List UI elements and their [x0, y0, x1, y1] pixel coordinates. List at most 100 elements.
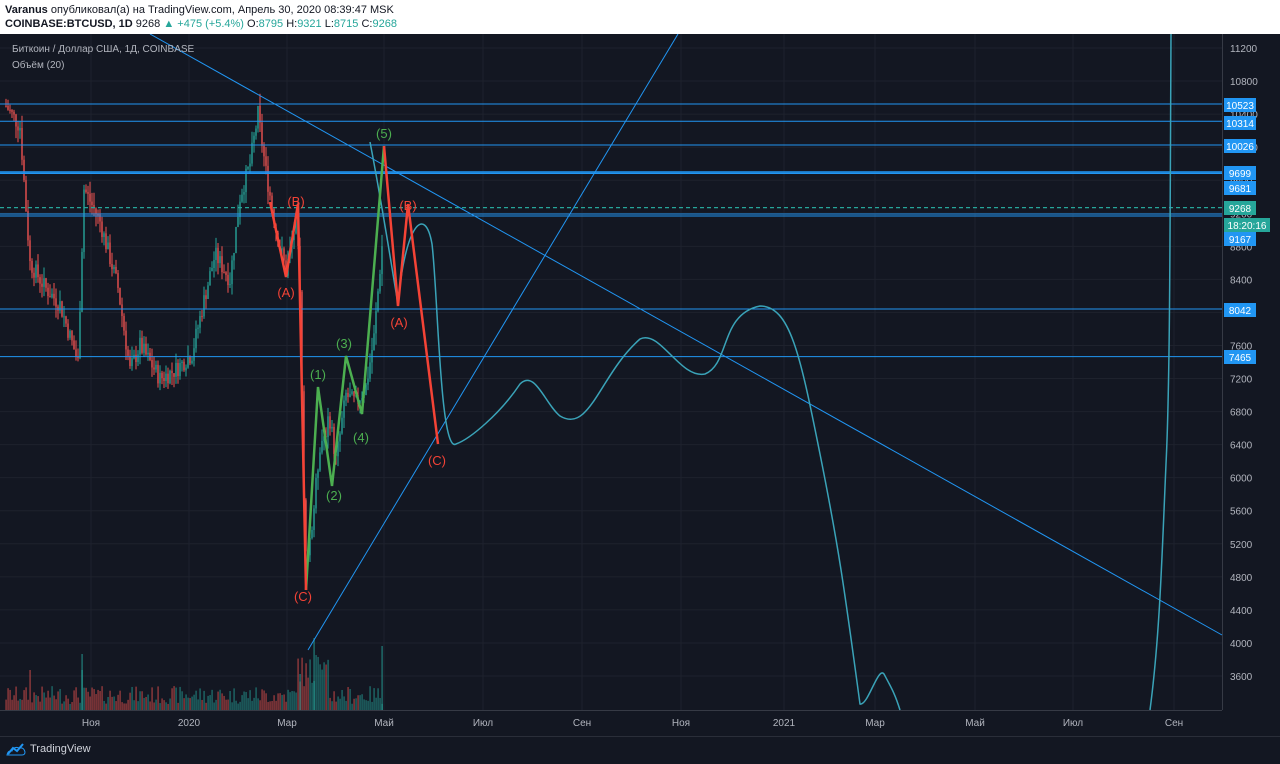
- price-level-tag-label: 9681: [1229, 184, 1252, 195]
- volume-bar: [177, 702, 179, 710]
- candle-body: [55, 298, 57, 307]
- volume-bar: [21, 699, 23, 710]
- volume-bar: [345, 700, 347, 710]
- candle-body: [249, 163, 251, 167]
- wave-label: (2): [326, 488, 342, 503]
- candle-body: [227, 274, 229, 286]
- candle-body: [231, 260, 233, 285]
- volume-bar: [85, 687, 87, 710]
- candle-body: [33, 272, 35, 278]
- volume-bar: [115, 701, 117, 710]
- volume-bar: [309, 659, 311, 710]
- candle-body: [345, 392, 347, 401]
- volume-bar: [341, 689, 343, 710]
- candle-body: [321, 440, 323, 453]
- candle-body: [41, 283, 43, 287]
- candle-body: [305, 500, 307, 552]
- volume-bar: [267, 701, 269, 710]
- volume-bar: [317, 656, 319, 710]
- wave-label: (C): [294, 589, 312, 604]
- y-tick-label: 8400: [1230, 275, 1253, 286]
- price-level-tag: [1224, 166, 1256, 180]
- y-tick-label: 11200: [1230, 44, 1258, 55]
- volume-bar: [251, 700, 253, 710]
- volume-bar: [313, 638, 315, 710]
- correction-wave-line: [382, 145, 440, 445]
- volume-bar: [189, 698, 191, 710]
- up-arrow-icon: ▲: [163, 18, 175, 30]
- volume-bar: [253, 697, 255, 710]
- brand-name: TradingView: [30, 743, 91, 755]
- countdown-label: 18:20:16: [1228, 221, 1267, 232]
- volume-bar: [355, 698, 357, 710]
- candle-body: [173, 373, 175, 377]
- candle-body: [63, 316, 65, 318]
- candle-body: [135, 354, 137, 363]
- chart-legend: Биткоин / Доллар США, 1Д, COINBASE Объём…: [12, 44, 194, 76]
- candle-body: [337, 441, 339, 457]
- candle-body: [153, 367, 155, 370]
- price-level-tag: [1224, 139, 1256, 153]
- volume-bar: [363, 699, 365, 710]
- volume-bar: [243, 691, 245, 710]
- volume-bar: [161, 698, 163, 710]
- volume-bar: [381, 646, 383, 710]
- candle-body: [83, 189, 85, 253]
- candle-body: [67, 323, 69, 338]
- volume-bar: [147, 694, 149, 710]
- volume-bar: [357, 695, 359, 710]
- volume-bar: [289, 692, 291, 710]
- x-tick-label: Июл: [473, 718, 493, 729]
- wave-label: (B): [399, 198, 416, 213]
- candle-body: [175, 362, 177, 377]
- candle-body: [381, 246, 383, 275]
- candle-body: [11, 110, 13, 112]
- candle-body: [71, 331, 73, 341]
- chart-area[interactable]: 3600 4000 4400 4800 5200 5600 6000 6400 6800 7200…: [0, 34, 1280, 736]
- candle-body: [69, 331, 71, 338]
- candle-body: [19, 127, 21, 131]
- volume-bar: [31, 702, 33, 710]
- volume-bar: [375, 697, 377, 710]
- volume-bar: [35, 695, 37, 710]
- candle-body: [73, 340, 75, 350]
- y-tick-label: 7600: [1230, 341, 1253, 352]
- volume-bar: [335, 701, 337, 710]
- volume-bar: [37, 696, 39, 710]
- chart-background: [0, 34, 1280, 736]
- volume-bar: [81, 654, 83, 710]
- volume-bar: [379, 698, 381, 710]
- chart-canvas[interactable]: 3600 4000 4400 4800 5200 5600 6000 6400 6800 7200…: [0, 34, 1280, 736]
- author-name[interactable]: Varanus: [5, 4, 48, 16]
- volume-bar: [49, 697, 51, 710]
- volume-bar: [201, 699, 203, 710]
- volume-bar: [301, 657, 303, 710]
- ascending-trendline: [307, 34, 679, 651]
- volume-bar: [293, 691, 295, 710]
- y-tick-label: 10400: [1230, 110, 1258, 121]
- volume-bar: [169, 698, 171, 710]
- volume-bar: [207, 695, 209, 710]
- candle-body: [211, 268, 213, 272]
- price-change: +475 (+5.4%): [177, 18, 244, 30]
- volume-bar: [89, 696, 91, 710]
- tradingview-logo[interactable]: TradingView: [6, 742, 91, 756]
- x-tick-label: Май: [374, 718, 394, 729]
- volume-bar: [41, 686, 43, 710]
- volume-bar: [179, 686, 181, 710]
- candle-body: [7, 106, 9, 110]
- volume-bar: [257, 698, 259, 710]
- price-level-tag: [1224, 181, 1256, 195]
- volume-bar: [323, 662, 325, 710]
- candle-body: [79, 311, 81, 359]
- volume-bar: [123, 703, 125, 710]
- high-value: 9321: [297, 18, 322, 30]
- candle-body: [185, 367, 187, 371]
- volume-indicator-label[interactable]: Объём (20): [12, 60, 65, 71]
- volume-bar: [5, 699, 7, 710]
- volume-bar: [233, 688, 235, 710]
- volume-bar: [51, 686, 53, 710]
- volume-bar: [229, 690, 231, 710]
- volume-bar: [39, 701, 41, 710]
- candle-body: [245, 168, 247, 193]
